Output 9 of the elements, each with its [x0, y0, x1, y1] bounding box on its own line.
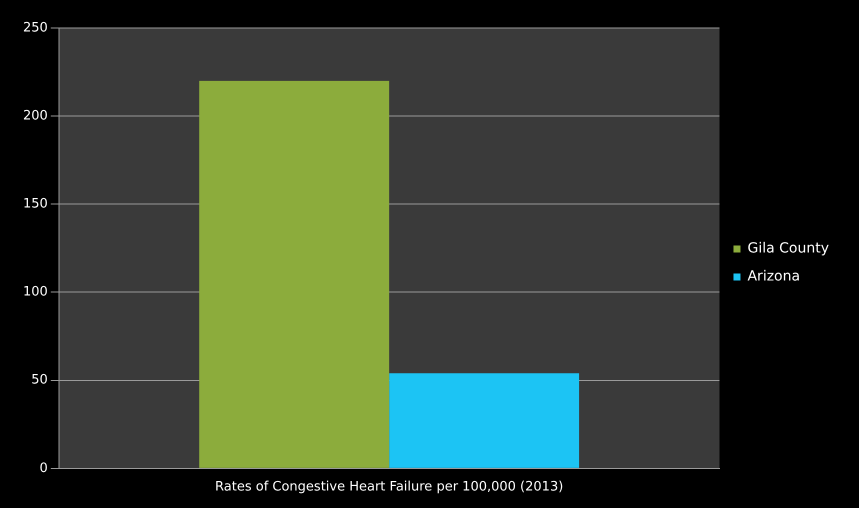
legend-label: Gila County: [747, 240, 830, 257]
x-tick-label: Rates of Congestive Heart Failure per 100,000 (2013): [215, 480, 564, 495]
y-tick-label: 0: [40, 460, 48, 476]
y-tick-label: 250: [22, 20, 48, 36]
y-tick-label: 50: [31, 372, 48, 388]
y-tick-label: 100: [22, 284, 48, 300]
legend-label: Arizona: [747, 268, 800, 285]
y-tick-label: 200: [22, 108, 48, 124]
y-tick-label: 150: [22, 196, 48, 212]
